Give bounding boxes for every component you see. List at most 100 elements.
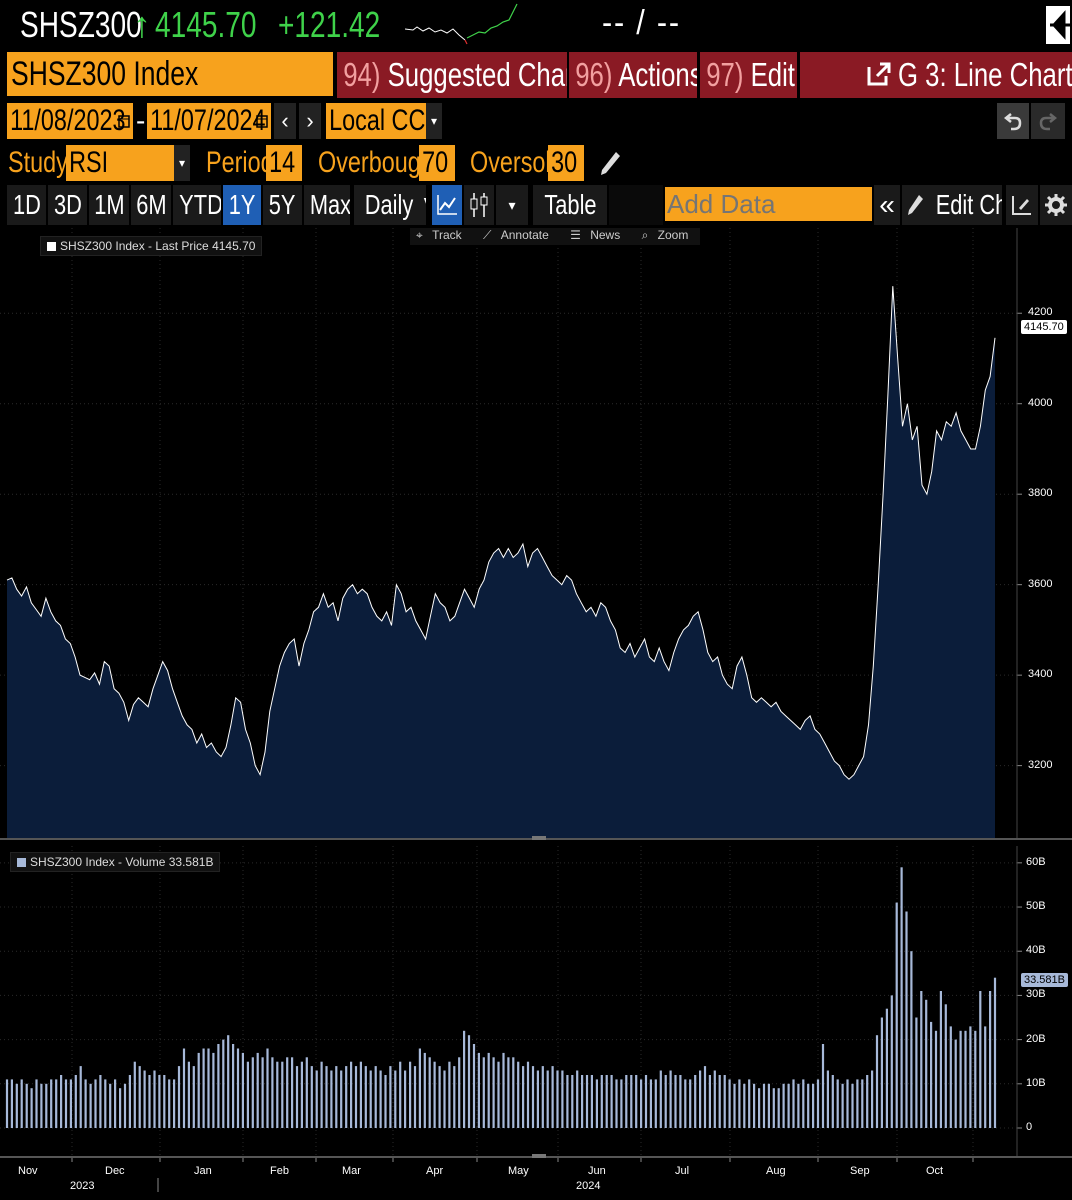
volume-bar <box>369 1070 372 1128</box>
news-tool[interactable]: ☰ News <box>570 228 621 242</box>
volume-bar <box>934 1030 938 1128</box>
actions-button[interactable]: 96) Actions ▾ <box>569 52 697 98</box>
edit-legend-button[interactable] <box>1006 185 1038 225</box>
volume-bar <box>497 1061 500 1128</box>
legend-swatch <box>47 242 56 251</box>
volume-bar <box>944 1004 947 1128</box>
track-tool[interactable]: ⌖ Track <box>416 228 462 242</box>
next-period-button[interactable]: › <box>299 103 321 139</box>
pencil-icon[interactable] <box>598 149 622 179</box>
volume-bar <box>413 1066 417 1128</box>
volume-bar <box>10 1079 13 1128</box>
edit-label: Edit <box>750 56 795 93</box>
volume-bar <box>989 991 992 1128</box>
range-1m-button[interactable]: 1M <box>89 185 129 225</box>
volume-bar <box>448 1061 451 1128</box>
price-ytick-label: 3400 <box>1028 668 1053 681</box>
end-date-field[interactable]: 11/07/2024 <box>147 103 271 139</box>
edit-chart-button[interactable]: Edit Chart <box>902 185 1002 225</box>
volume-bar <box>964 1030 967 1128</box>
oversold-input[interactable]: 30 <box>548 145 584 181</box>
date-range-bar: 11/08/2023 - 11/07/2024 ‹ › Local CCY ▾ <box>0 101 1072 141</box>
price-line <box>6 286 996 780</box>
volume-bar <box>15 1083 18 1128</box>
start-date-field[interactable]: 11/08/2023 <box>7 103 133 139</box>
volume-bar <box>418 1048 421 1128</box>
range-1d-button[interactable]: 1D <box>7 185 46 225</box>
redo-button[interactable] <box>1031 103 1065 139</box>
volume-bar <box>256 1052 259 1128</box>
volume-bar <box>640 1079 643 1128</box>
ticker-symbol: SHSZ300 <box>20 4 142 45</box>
volume-bar <box>5 1079 9 1128</box>
candlestick-chart-button[interactable] <box>464 185 494 225</box>
volume-bar <box>345 1066 348 1128</box>
period-input[interactable]: 14 <box>266 145 302 181</box>
volume-bar <box>900 867 903 1128</box>
range-3d-button[interactable]: 3D <box>48 185 87 225</box>
volume-bar <box>69 1079 72 1128</box>
range-ytd-button[interactable]: YTD <box>173 185 221 225</box>
oversold-value: 30 <box>551 146 578 179</box>
volume-bar <box>158 1075 161 1128</box>
range-1y-button[interactable]: 1Y <box>223 185 261 225</box>
study-select[interactable]: RSI ▾ <box>66 145 190 181</box>
chart-name-button[interactable]: G 3: Line Chart <box>800 52 1072 98</box>
frequency-select[interactable]: Daily ▼ <box>354 185 426 225</box>
volume-bar <box>743 1083 746 1128</box>
currency-select[interactable]: Local CCY ▾ <box>326 103 442 139</box>
volume-bar <box>394 1070 397 1128</box>
volume-bar <box>55 1079 58 1128</box>
volume-bar <box>733 1083 736 1128</box>
volume-bar <box>153 1070 156 1128</box>
range-max-button[interactable]: Max <box>304 185 350 225</box>
month-label: Jan <box>194 1165 212 1177</box>
price-ytick-label: 3600 <box>1028 577 1053 590</box>
volume-bar <box>856 1079 859 1128</box>
chart-type-dropdown[interactable]: ▾ <box>496 185 528 225</box>
volume-bar <box>561 1070 564 1128</box>
currency-value: Local CCY <box>329 104 441 137</box>
range-5y-button[interactable]: 5Y <box>263 185 302 225</box>
popout-arrow-icon[interactable] <box>1046 6 1070 44</box>
collapse-button[interactable]: « <box>874 185 900 225</box>
range-6m-button[interactable]: 6M <box>131 185 171 225</box>
volume-bar <box>708 1075 711 1128</box>
calendar-icon[interactable] <box>118 113 130 129</box>
overbought-input[interactable]: 70 <box>419 145 455 181</box>
add-data-input[interactable] <box>665 187 872 221</box>
volume-bar <box>276 1061 279 1128</box>
volume-bar <box>807 1083 810 1128</box>
calendar-icon[interactable] <box>256 113 268 129</box>
month-label: Sep <box>850 1165 870 1177</box>
volume-bar <box>536 1070 539 1128</box>
volume-chart[interactable] <box>0 846 1072 1158</box>
security-input[interactable]: SHSZ300 Index <box>7 52 333 96</box>
edit-button[interactable]: 97) Edit ▾ <box>700 52 797 98</box>
suggested-charts-button[interactable]: 94) Suggested Charts ▾ <box>337 52 567 98</box>
month-label: Aug <box>766 1165 786 1177</box>
volume-bar <box>644 1075 648 1128</box>
table-button[interactable]: Table <box>533 185 607 225</box>
price-chart-pane[interactable]: SHSZ300 Index - Last Price 4145.70 ⌖ Tra… <box>0 228 1072 840</box>
zoom-tool[interactable]: ⌕ Zoom <box>641 228 689 242</box>
external-link-icon <box>867 62 891 86</box>
line-chart-button[interactable] <box>432 185 462 225</box>
time-axis[interactable]: Nov Dec Jan Feb Mar Apr May Jun Jul Aug Sep Oct 2023… <box>0 1158 1072 1200</box>
volume-bar <box>885 1008 888 1128</box>
price-chart[interactable] <box>0 228 1072 840</box>
volume-bar <box>35 1079 38 1128</box>
annotate-tool[interactable]: ⟋ Annotate <box>483 228 549 242</box>
volume-bar <box>836 1079 839 1128</box>
price-legend[interactable]: SHSZ300 Index - Last Price 4145.70 <box>40 236 263 256</box>
settings-button[interactable] <box>1040 185 1072 225</box>
volume-chart-pane[interactable]: SHSZ300 Index - Volume 33.581B 0 10B 20B 30… <box>0 846 1072 1158</box>
volume-bar <box>310 1066 313 1128</box>
volume-bar <box>969 1026 972 1128</box>
volume-bar <box>487 1052 490 1128</box>
volume-bar <box>197 1052 200 1128</box>
prev-period-button[interactable]: ‹ <box>274 103 296 139</box>
volume-legend[interactable]: SHSZ300 Index - Volume 33.581B <box>10 852 221 872</box>
undo-button[interactable] <box>997 103 1029 139</box>
volume-bar <box>384 1075 387 1128</box>
